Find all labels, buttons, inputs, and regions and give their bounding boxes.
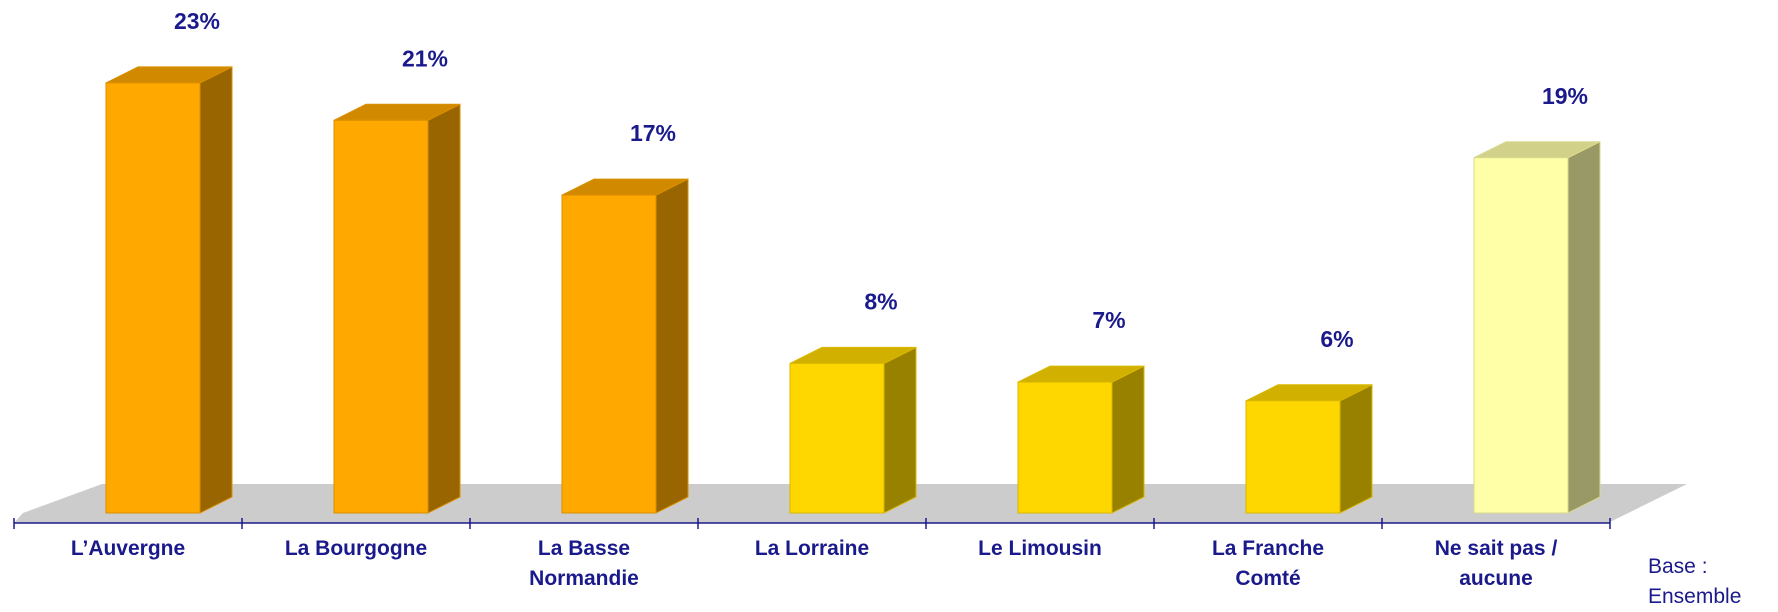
bar-side xyxy=(427,103,461,514)
x-tick-label: La Basse Normandie xyxy=(529,537,639,590)
bar-side xyxy=(1567,140,1601,514)
bar-side xyxy=(1111,365,1145,514)
bar xyxy=(1473,157,1569,514)
bar-side xyxy=(883,346,917,514)
value-label: 7% xyxy=(1092,307,1125,333)
bar xyxy=(105,82,201,514)
x-tick-label: La Lorraine xyxy=(754,537,870,560)
bar xyxy=(1245,400,1341,514)
bar xyxy=(333,119,429,514)
x-tick-label: La Franche Comté xyxy=(1211,537,1325,590)
x-tick-label: La Bourgogne xyxy=(284,537,428,560)
value-label: 6% xyxy=(1320,326,1353,352)
bar-side xyxy=(1339,383,1373,514)
value-label: 19% xyxy=(1542,83,1588,109)
x-tick-label: L’Auvergne xyxy=(70,537,186,560)
bar xyxy=(1017,381,1113,514)
value-label: 21% xyxy=(402,45,448,71)
bar xyxy=(789,362,885,514)
bar-side xyxy=(655,178,689,514)
value-label: 23% xyxy=(174,8,220,34)
value-label: 17% xyxy=(630,120,676,146)
x-tick-label: Le Limousin xyxy=(978,537,1102,560)
bar-side xyxy=(199,66,233,514)
annotation: Base : Ensemble xyxy=(1648,555,1742,608)
x-tick-label: Ne sait pas / aucune xyxy=(1434,537,1558,590)
bar xyxy=(561,194,657,514)
value-label: 8% xyxy=(864,288,897,314)
